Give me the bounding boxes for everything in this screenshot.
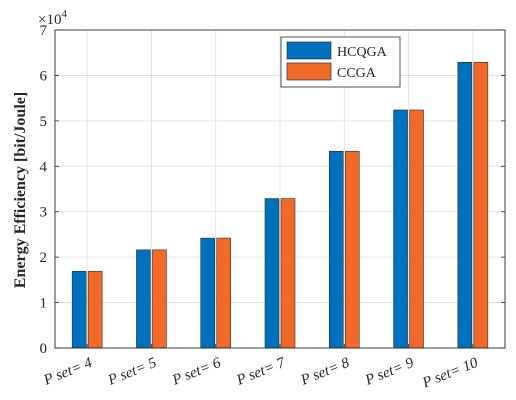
y-tick-label: 7 [40,23,48,39]
y-tick-label: 5 [40,114,48,130]
y-tick-label: 6 [40,68,48,84]
x-tick-label: P set= 5 [105,355,159,389]
y-tick-label: 4 [40,159,48,175]
axes-box [54,29,506,349]
x-tick-label: P set= 6 [169,355,223,389]
bar-ccga [409,109,424,349]
legend-label-ccga: CCGA [337,66,377,81]
x-tick-label: P set= 4 [41,355,95,389]
bar-hcqga [71,270,87,349]
x-tick-label: P set= 7 [234,354,289,389]
y-tick-labels: 0 1 2 3 4 5 6 7 [40,23,48,357]
bar-ccga [473,62,489,349]
grid-lines [55,29,505,349]
axes [54,29,506,349]
bar-hcqga [393,109,408,349]
bar-hcqga [457,62,473,349]
y-tick-label: 2 [40,250,48,266]
y-tick-label: 3 [40,205,48,221]
bar-ccga [345,151,360,349]
bar-ccga [87,270,103,349]
legend: HCQGA CCGA [280,36,401,88]
bar-ccga [216,237,231,349]
x-tick-labels: P set= 4 P set= 5 P set= 6 P set= 7 P set= 8… [41,354,481,392]
bar-hcqga [136,249,151,349]
x-tick-label: P set= 9 [362,355,416,389]
y-tick-label: 0 [40,341,48,357]
x-tick-label: P set= 10 [419,355,480,392]
bar-hcqga [264,198,280,349]
bar-ccga [280,198,296,349]
bar-hcqga [329,151,344,349]
legend-swatch-hcqga [286,41,332,60]
bar-ccga [152,249,167,349]
bars [71,62,489,349]
x-tick-label: P set= 8 [298,355,352,389]
y-axis-label: Energy Efficiency [bit/Joule] [12,92,29,288]
bar-hcqga [200,237,215,349]
y-tick-label: 1 [40,296,48,312]
y-axis-multiplier: ×104 [38,8,67,28]
legend-label-hcqga: HCQGA [337,45,388,60]
legend-swatch-ccga [286,62,332,81]
